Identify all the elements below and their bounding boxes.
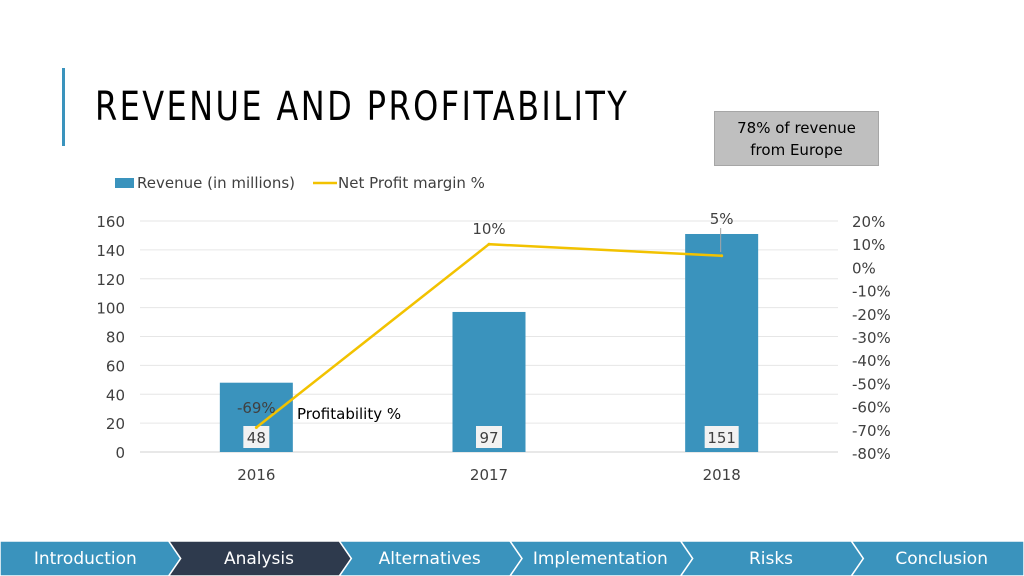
nav-item-implementation[interactable]: Implementation bbox=[532, 548, 668, 569]
profit-margin-point bbox=[720, 254, 724, 258]
profit-margin-point bbox=[254, 425, 258, 429]
y-left-tick-label: 20 bbox=[106, 415, 125, 433]
y-right-tick-label: -60% bbox=[852, 399, 891, 417]
y-right-tick-label: -20% bbox=[852, 306, 891, 324]
y-left-tick-label: 80 bbox=[106, 329, 125, 347]
nav-item-alternatives[interactable]: Alternatives bbox=[378, 548, 481, 569]
nav-chevron bbox=[850, 541, 1024, 576]
y-right-tick-label: -30% bbox=[852, 329, 891, 347]
y-right-tick-label: -10% bbox=[852, 283, 891, 301]
slide-title: REVENUE AND PROFITABILITY bbox=[95, 84, 630, 130]
x-tick-label: 2017 bbox=[470, 466, 508, 484]
nav-item-risks[interactable]: Risks bbox=[748, 548, 794, 569]
y-right-tick-label: -80% bbox=[852, 445, 891, 463]
line-value-label: 5% bbox=[710, 210, 734, 228]
line-value-label: -69% bbox=[237, 399, 276, 417]
profit-margin-point bbox=[487, 242, 491, 246]
y-left-tick-label: 100 bbox=[96, 300, 125, 318]
bar-label-box bbox=[704, 426, 739, 448]
nav-chevron bbox=[679, 541, 865, 576]
section-nav: Introduction Analysis Alternatives Implemen… bbox=[0, 541, 1024, 576]
nav-item-conclusion[interactable]: Conclusion bbox=[895, 548, 988, 569]
nav-item-introduction[interactable]: Introduction bbox=[33, 548, 137, 569]
y-right-tick-label: -40% bbox=[852, 352, 891, 370]
bar-label-box bbox=[476, 426, 502, 448]
y-left-tick-label: 120 bbox=[96, 271, 125, 289]
y-right-tick-label: 10% bbox=[852, 236, 885, 254]
y-right-tick-label: 0% bbox=[852, 259, 876, 277]
nav-background bbox=[0, 541, 1024, 576]
revenue-profit-chart: 0 20 40 60 80 100 120 140 160 -80% -70% -60% -50% -40… bbox=[96, 174, 891, 484]
bar-value-label: 48 bbox=[247, 429, 266, 447]
y-left-tick-label: 160 bbox=[96, 213, 125, 231]
y-left-tick-label: 60 bbox=[106, 357, 125, 375]
bar-label-box bbox=[243, 426, 270, 448]
y-left-tick-label: 140 bbox=[96, 242, 125, 260]
nav-chevron bbox=[338, 541, 523, 576]
y-right-tick-label: -50% bbox=[852, 375, 891, 393]
title-accent-bar bbox=[62, 68, 65, 146]
revenue-bar bbox=[685, 233, 759, 452]
bar-value-label: 151 bbox=[707, 429, 736, 447]
bar-value-label: 97 bbox=[479, 429, 498, 447]
legend-margin-label: Net Profit margin % bbox=[338, 174, 485, 192]
profitability-annotation: Profitability % bbox=[297, 405, 401, 423]
legend-revenue-swatch bbox=[115, 178, 134, 188]
europe-revenue-callout: 78% of revenue from Europe bbox=[714, 111, 879, 166]
y-right-tick-label: -70% bbox=[852, 422, 891, 440]
y-right-tick-label: 20% bbox=[852, 213, 885, 231]
y-left-tick-label: 40 bbox=[106, 386, 125, 404]
x-tick-label: 2016 bbox=[237, 466, 275, 484]
callout-text: 78% of revenue from Europe bbox=[737, 118, 856, 159]
y-left-tick-label: 0 bbox=[115, 444, 125, 462]
nav-item-analysis[interactable]: Analysis bbox=[223, 548, 294, 569]
x-tick-label: 2018 bbox=[703, 466, 741, 484]
nav-chevron bbox=[509, 541, 694, 576]
legend-revenue-label: Revenue (in millions) bbox=[137, 174, 295, 192]
nav-chevron bbox=[167, 541, 353, 576]
line-value-label: 10% bbox=[472, 220, 505, 238]
